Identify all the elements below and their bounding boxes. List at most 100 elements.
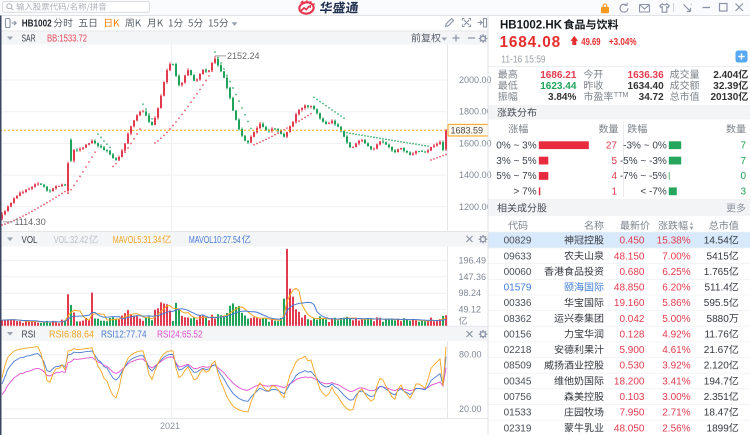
svg-text:15.38%: 15.38%	[657, 236, 691, 247]
svg-text:00156: 00156	[504, 330, 532, 341]
svg-text:RSI6:88.64: RSI6:88.64	[49, 330, 94, 341]
svg-text:< -7%: < -7%	[640, 187, 667, 198]
svg-text:5% ~ 7%: 5% ~ 7%	[496, 171, 536, 182]
svg-text:3% ~ 5%: 3% ~ 5%	[496, 156, 536, 167]
svg-text:1684.08: 1684.08	[500, 34, 562, 51]
svg-text:RSI12:77.74: RSI12:77.74	[101, 330, 147, 341]
svg-text:196.49: 196.49	[459, 255, 487, 265]
svg-text:1800.00: 1800.00	[459, 107, 492, 117]
svg-text:00345: 00345	[504, 376, 532, 387]
svg-text:2.71%: 2.71%	[662, 408, 690, 419]
svg-text:+3.04%: +3.04%	[609, 37, 637, 48]
svg-text:-3% ~ 0%: -3% ~ 0%	[623, 140, 667, 151]
svg-text:2.351: 2.351	[704, 392, 729, 403]
svg-text:20.00: 20.00	[459, 404, 482, 414]
svg-text:18.47: 18.47	[704, 408, 729, 419]
svg-text:4.61%: 4.61%	[662, 345, 690, 356]
svg-text:511.4: 511.4	[705, 283, 730, 294]
svg-text:1200.00: 1200.00	[459, 202, 492, 212]
svg-text:3.84%: 3.84%	[548, 92, 576, 103]
svg-text:TTM: TTM	[614, 92, 629, 99]
svg-text:5.900: 5.900	[619, 345, 644, 356]
svg-text:-7% ~ -5%: -7% ~ -5%	[620, 171, 667, 182]
svg-text:7.950: 7.950	[619, 408, 644, 419]
svg-text:0.128: 0.128	[619, 330, 644, 341]
svg-text:5880: 5880	[707, 314, 730, 325]
svg-text:4.92%: 4.92%	[662, 330, 690, 341]
svg-text:6.20%: 6.20%	[662, 283, 690, 294]
svg-text:49.69: 49.69	[581, 37, 601, 48]
svg-text:00829: 00829	[504, 236, 532, 247]
svg-text:0: 0	[740, 171, 746, 182]
svg-text:0.450: 0.450	[619, 236, 644, 247]
svg-text:7: 7	[740, 156, 746, 167]
svg-text:1: 1	[611, 187, 617, 198]
svg-text:1400.00: 1400.00	[459, 170, 492, 180]
svg-text:7.00%: 7.00%	[662, 251, 690, 262]
svg-text:HB1002: HB1002	[22, 19, 52, 30]
svg-text:6.25%: 6.25%	[662, 267, 690, 278]
svg-text:3.41%: 3.41%	[662, 376, 690, 387]
svg-text:3.92%: 3.92%	[662, 361, 690, 372]
svg-text:02319: 02319	[504, 423, 532, 434]
svg-text:147.36: 147.36	[459, 272, 487, 282]
svg-text:11-16 15:59: 11-16 15:59	[501, 55, 546, 66]
svg-text:5.86%: 5.86%	[662, 298, 690, 309]
svg-text:BB:1533.72: BB:1533.72	[47, 34, 87, 45]
svg-text:MAVOL5:31.34: MAVOL5:31.34	[113, 235, 162, 246]
svg-text:> 7%: > 7%	[514, 187, 537, 198]
svg-text:02218: 02218	[504, 345, 532, 356]
svg-text:1683.59: 1683.59	[451, 125, 484, 135]
svg-text:48.050: 48.050	[614, 423, 645, 434]
svg-text:2.56%: 2.56%	[662, 423, 690, 434]
svg-text:48.850: 48.850	[614, 283, 645, 294]
svg-text:3: 3	[740, 187, 746, 198]
svg-text:00060: 00060	[504, 267, 532, 278]
svg-text:34.72: 34.72	[639, 92, 664, 103]
svg-text:00756: 00756	[504, 392, 532, 403]
svg-text:98.24: 98.24	[459, 288, 482, 298]
svg-text:4: 4	[611, 171, 617, 182]
svg-text:1114.30: 1114.30	[15, 217, 46, 227]
svg-text:1623.44: 1623.44	[540, 81, 577, 92]
svg-text:08509: 08509	[504, 361, 532, 372]
svg-text:09633: 09633	[504, 251, 532, 262]
svg-text:80.00: 80.00	[459, 350, 482, 360]
svg-text:14.54: 14.54	[704, 236, 729, 247]
svg-text:01579: 01579	[504, 283, 532, 294]
svg-text:RSI: RSI	[22, 330, 36, 341]
svg-text:SAR: SAR	[22, 34, 36, 45]
svg-text:5.00%: 5.00%	[662, 314, 690, 325]
svg-text:RSI24:65.52: RSI24:65.52	[157, 330, 203, 341]
svg-text:21.67: 21.67	[704, 345, 729, 356]
svg-text:HB1002.HK: HB1002.HK	[500, 20, 563, 32]
svg-text:1600.00: 1600.00	[459, 138, 492, 148]
svg-text:2.120: 2.120	[704, 361, 729, 372]
svg-text:20130: 20130	[710, 92, 738, 103]
svg-text:194.7: 194.7	[704, 376, 729, 387]
svg-text:2152.24: 2152.24	[227, 51, 260, 61]
svg-text:18.200: 18.200	[614, 376, 645, 387]
svg-text:0.680: 0.680	[619, 267, 644, 278]
svg-text:32.39: 32.39	[713, 81, 738, 92]
svg-text:08362: 08362	[504, 314, 532, 325]
svg-text:1634.40: 1634.40	[628, 81, 665, 92]
svg-text:1686.21: 1686.21	[540, 70, 577, 81]
svg-text:595.5: 595.5	[704, 298, 729, 309]
svg-text:0% ~ 3%: 0% ~ 3%	[496, 140, 536, 151]
svg-text:2.404: 2.404	[713, 70, 738, 81]
svg-text:00336: 00336	[504, 298, 532, 309]
svg-text:VOL: VOL	[22, 235, 38, 246]
svg-text:49.12: 49.12	[459, 305, 482, 315]
svg-text:MAVOL10:27.54: MAVOL10:27.54	[189, 235, 241, 246]
svg-text:1899: 1899	[707, 423, 730, 434]
svg-text:VOL:32.42: VOL:32.42	[54, 235, 89, 246]
svg-text:2000.00: 2000.00	[459, 75, 492, 85]
svg-text:2021: 2021	[160, 421, 180, 431]
svg-text:27: 27	[606, 140, 618, 151]
svg-text:1636.36: 1636.36	[628, 70, 665, 81]
svg-text:0.530: 0.530	[619, 361, 644, 372]
svg-text:7: 7	[740, 140, 746, 151]
svg-text:3.00%: 3.00%	[662, 392, 690, 403]
svg-text:11.76: 11.76	[705, 330, 730, 341]
